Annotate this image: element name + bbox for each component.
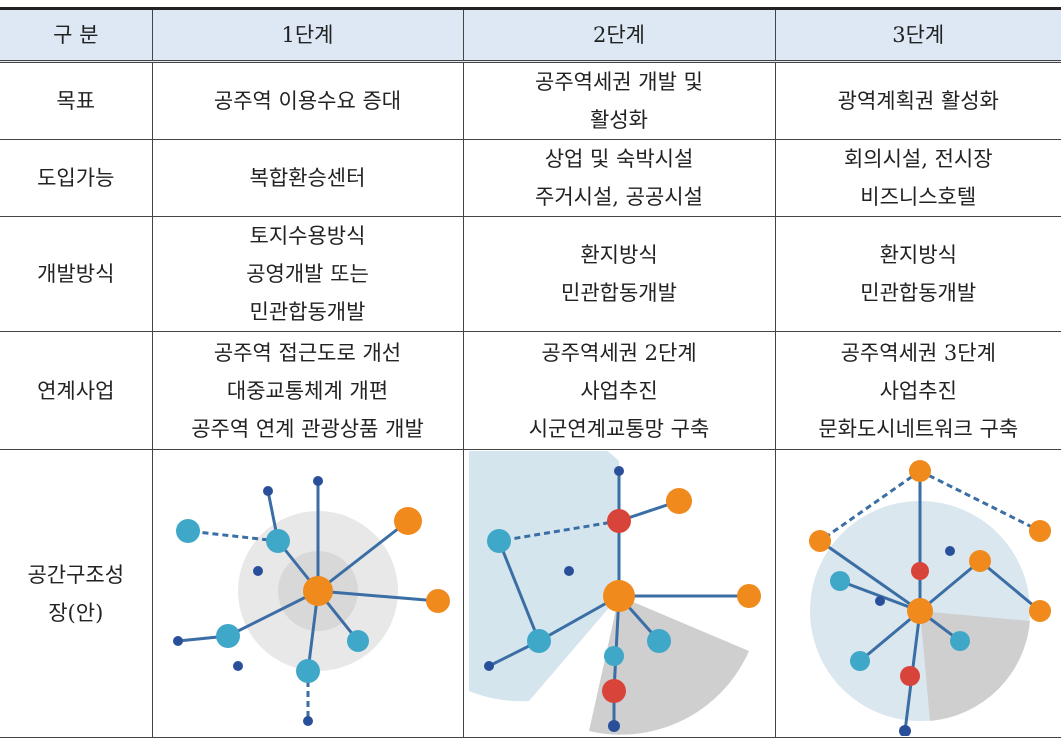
- diagram-phase-1: [172, 476, 450, 726]
- cell-line: 환지방식: [580, 243, 658, 267]
- header-cell: 2단계: [462, 7, 776, 63]
- diagram-cell: [462, 449, 776, 738]
- cell-line: 공주역세권 3단계: [840, 340, 996, 365]
- cell-line: 토지수용방식: [249, 224, 366, 248]
- cell-line: 공영개발 또는: [246, 262, 369, 286]
- row-label: 개발방식: [0, 216, 153, 332]
- cell-line: 연계사업: [37, 378, 115, 403]
- diagram-phase-2: [469, 451, 761, 735]
- header-cell: 3단계: [774, 7, 1061, 63]
- cell-line: 사업추진: [879, 378, 957, 403]
- cell-line: 공간구조성: [27, 562, 125, 587]
- header-cell: 구 분: [0, 7, 153, 63]
- cell: 복합환승센터: [151, 139, 464, 217]
- cell-line: 광역계획권 활성화: [837, 89, 999, 113]
- cell: 공주역 이용수요 증대: [151, 61, 464, 140]
- cell-line: 민관합동개발: [561, 281, 677, 305]
- cell-line: 시군연계교통망 구축: [528, 416, 710, 441]
- row-label: 도입가능: [0, 139, 153, 217]
- cell-line: 공주역세권 개발 및: [535, 70, 703, 94]
- cell-line: 공주역 이용수요 증대: [213, 89, 402, 113]
- diagram-phase-3: [808, 460, 1051, 736]
- diagram-cell: [774, 449, 1061, 738]
- cell: 광역계획권 활성화: [774, 61, 1061, 140]
- cell-line: 주거시설, 공공시설: [535, 185, 703, 209]
- cell-line: 공주역세권 2단계: [541, 340, 697, 365]
- header-cell: 1단계: [151, 7, 464, 63]
- cell-line: 문화도시네트워크 구축: [818, 416, 1019, 441]
- header-row: 구 분 1단계 2단계 3단계: [0, 7, 1061, 63]
- cell-line: 목표: [56, 89, 96, 113]
- cell-line: 장(안): [48, 600, 104, 625]
- cell-line: 복합환승센터: [249, 166, 366, 190]
- cell-line: 환지방식: [879, 243, 957, 267]
- table-row: 연계사업 공주역 접근도로 개선 대중교통체계 개편 공주역 연계 관광상품 개발 공주…: [0, 331, 1061, 450]
- row-label: 목표: [0, 61, 153, 140]
- cell-line: 회의시설, 전시장: [843, 147, 993, 171]
- cell-line: 민관합동개발: [860, 281, 977, 305]
- cell-line: 공주역 연계 관광상품 개발: [191, 416, 424, 441]
- cell-line: 대중교통체계 개편: [226, 378, 389, 403]
- cell-line: 민관합동개발: [249, 300, 366, 324]
- table-row: 개발방식 토지수용방식 공영개발 또는 민관합동개발 환지방식 민관합동개발 환지방식 민관합…: [0, 216, 1061, 332]
- diagram-cell: [151, 449, 464, 738]
- cell-line: 공주역 접근도로 개선: [213, 340, 402, 365]
- cell-line: 개발방식: [37, 262, 115, 286]
- cell-line: 비즈니스호텔: [860, 185, 977, 209]
- cell-line: 상업 및 숙박시설: [544, 147, 694, 171]
- table-row: 도입가능 복합환승센터 상업 및 숙박시설 주거시설, 공공시설 회의시설, 전시장 비즈…: [0, 139, 1061, 217]
- row-label: 연계사업: [0, 331, 153, 450]
- cell-line: 사업추진: [580, 378, 658, 403]
- cell-line: 도입가능: [37, 166, 115, 190]
- cell-line: 활성화: [590, 108, 648, 132]
